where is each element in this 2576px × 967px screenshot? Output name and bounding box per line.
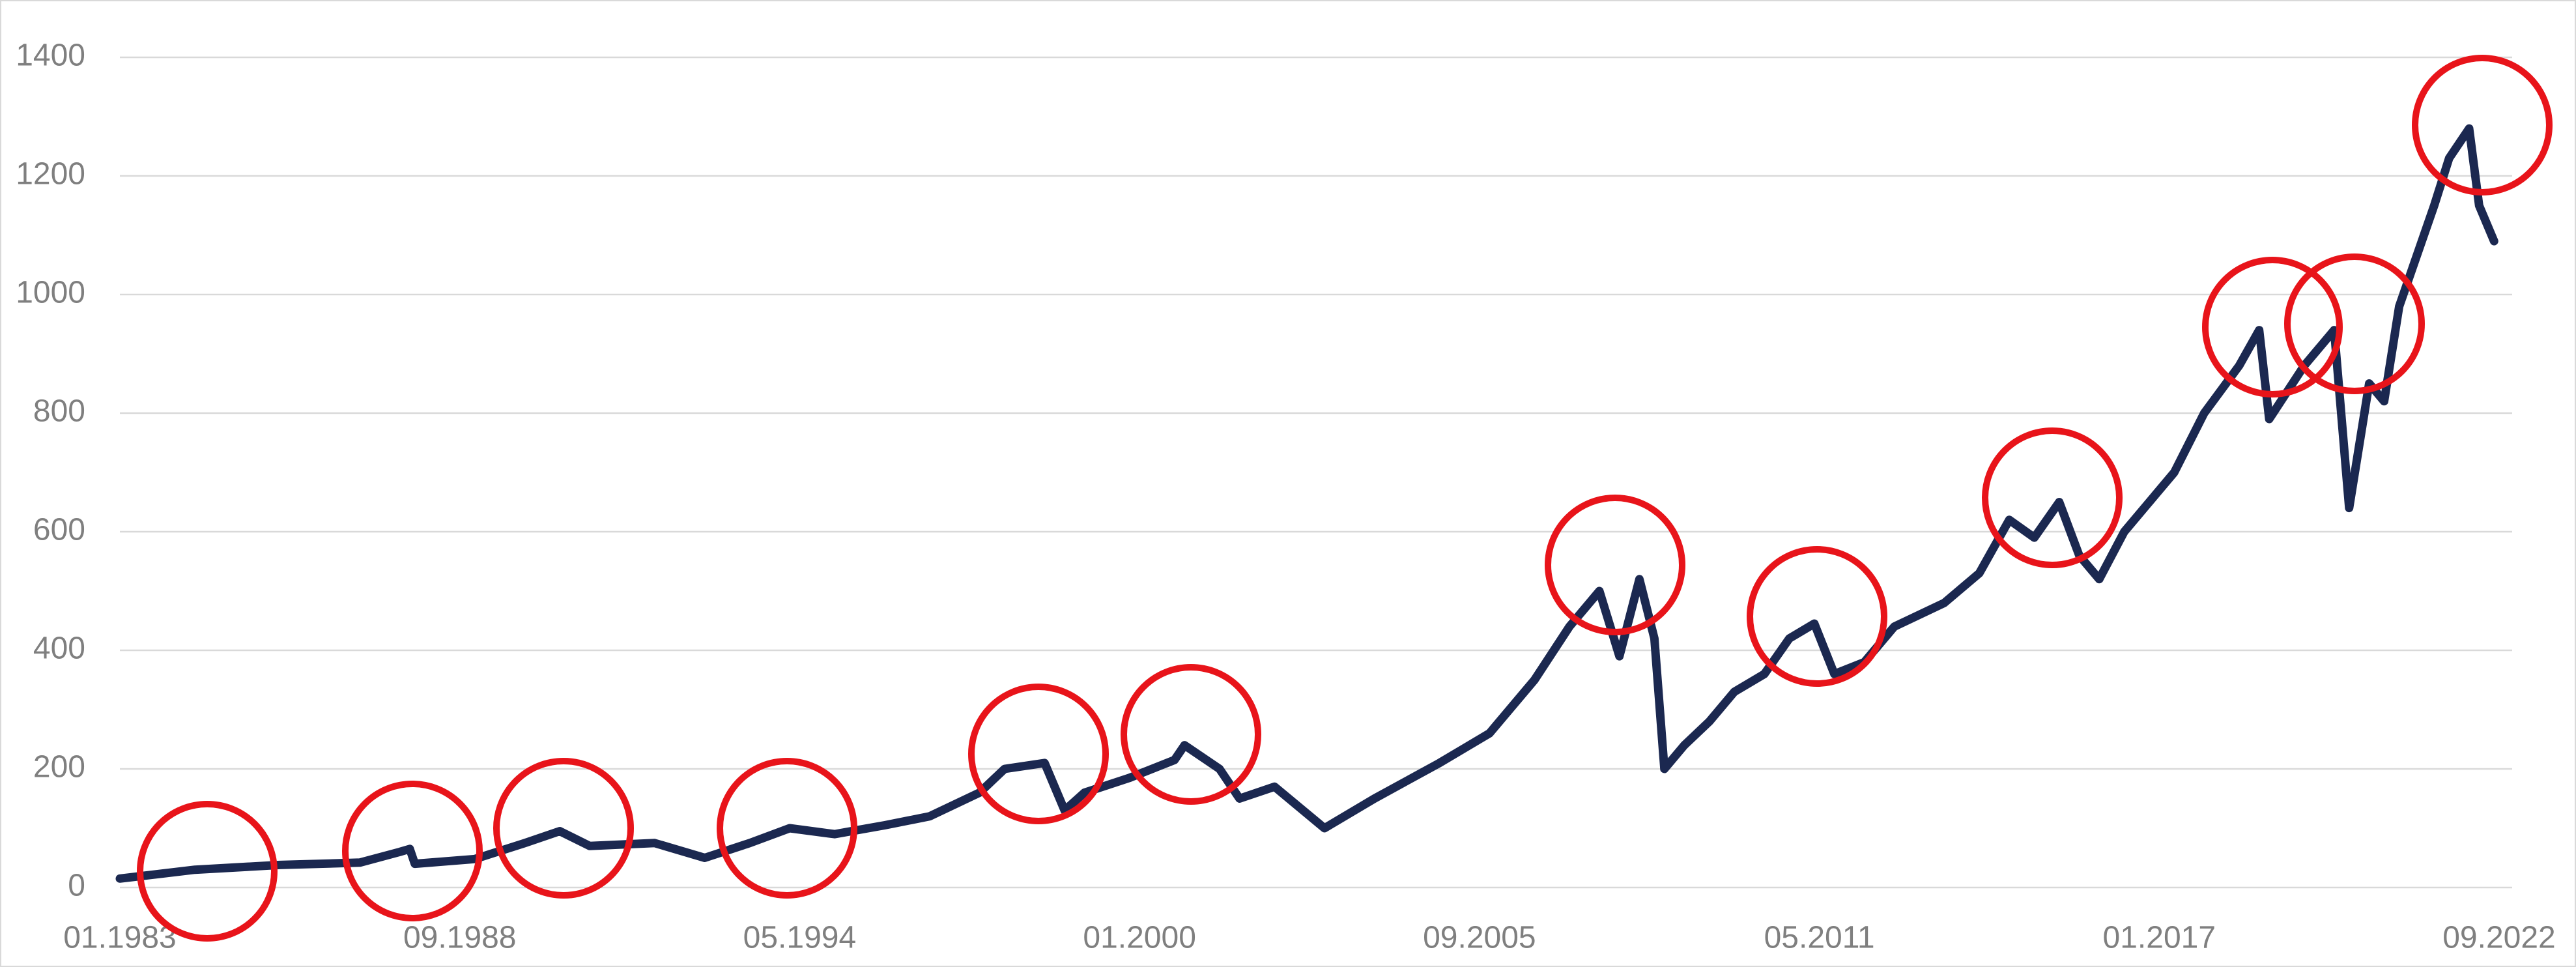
y-tick-label: 600 [33,513,85,547]
plot: 0 200 400 600 800 1000 1200 1400 01.1983 09.1988 0… [16,38,2556,955]
highlight-circle [1545,495,1685,635]
highlights [137,55,2553,942]
y-tick-label: 400 [33,631,85,666]
highlight-circle [1747,546,1887,687]
y-tick-label: 200 [33,750,85,785]
highlight-circle [2284,253,2425,394]
y-tick-label: 1000 [16,276,85,310]
y-tick-label: 1400 [16,38,85,73]
highlight-circle [2202,257,2343,397]
x-tick-label: 01.2017 [2103,921,2216,955]
series-line [115,124,2498,883]
highlight-circle [137,801,278,942]
highlight-circle [1982,427,2123,568]
x-tick-label: 01.1983 [63,921,177,955]
x-tick-label: 05.2011 [1764,921,1875,955]
x-tick-label: 09.1988 [403,921,517,955]
y-tick-label: 800 [33,394,85,429]
highlight-circle [493,758,634,899]
highlight-circle [342,781,483,921]
x-tick-label: 09.2005 [1423,921,1536,955]
highlight-circle [1121,664,1261,805]
x-tick-label: 01.2000 [1083,921,1196,955]
highlight-circle [968,684,1109,824]
highlight-circle [2412,55,2553,195]
x-tick-label: 09.2022 [2442,921,2556,955]
y-tick-label: 1200 [16,157,85,192]
highlight-circle [717,758,857,899]
y-tick-label: 0 [68,869,85,903]
x-tick-label: 05.1994 [743,921,857,955]
